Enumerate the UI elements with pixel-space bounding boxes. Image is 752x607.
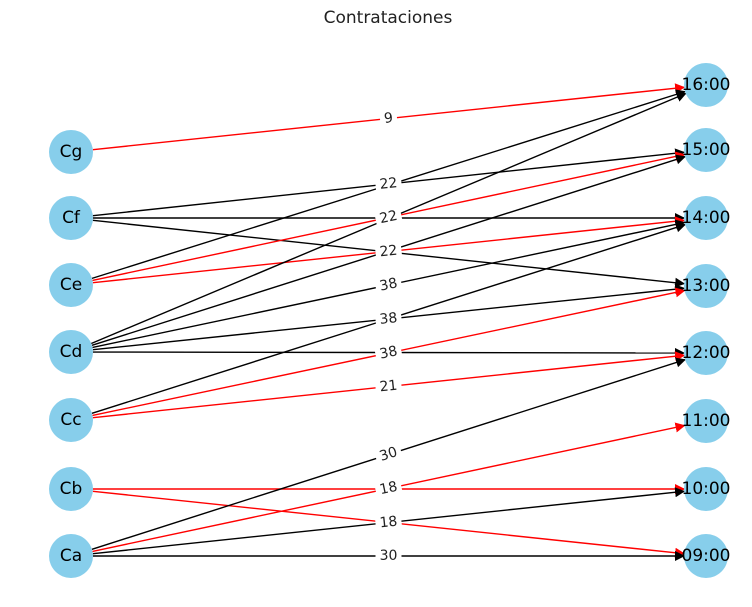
- node-circle: [684, 63, 728, 107]
- graph-title: Contrataciones: [324, 8, 453, 28]
- edge-label: 38: [373, 341, 404, 365]
- edge-label-text: 22: [379, 243, 398, 261]
- edge-labels-layer: 9 22 22 22 38 38 38 21 30 18 18 30: [373, 108, 404, 565]
- edge-label: 30: [375, 547, 402, 565]
- node-circle: [684, 534, 728, 578]
- node-16-00: 16:00: [682, 63, 731, 107]
- node-circle: [49, 534, 93, 578]
- edge-label-text: 22: [379, 175, 398, 193]
- node-label: Cc: [60, 410, 81, 430]
- edge-label-background: [374, 173, 403, 195]
- edge-label-text: 18: [378, 479, 399, 498]
- node-15-00: 15:00: [682, 128, 731, 172]
- node-cd: Cd: [49, 330, 93, 374]
- node-label: Cf: [62, 208, 81, 228]
- edge-label: 22: [374, 241, 403, 262]
- node-circle: [684, 331, 728, 375]
- node-label: 12:00: [682, 343, 731, 363]
- edge-label-background: [373, 273, 404, 297]
- node-12-00: 12:00: [682, 331, 731, 375]
- edge-label-text: 18: [379, 514, 398, 532]
- node-label: 10:00: [682, 479, 731, 499]
- edge-label-background: [373, 205, 404, 230]
- node-label: Cg: [60, 142, 83, 162]
- node-circle: [684, 467, 728, 511]
- edge-label-text: 30: [380, 548, 398, 564]
- edge-label-text: 30: [378, 444, 400, 465]
- node-label: Cd: [60, 342, 83, 362]
- edge-label-background: [373, 341, 404, 365]
- node-label: Ce: [60, 275, 82, 295]
- edge-label-text: 22: [378, 208, 399, 227]
- node-label: 13:00: [682, 276, 731, 296]
- edge-label-text: 9: [383, 110, 394, 127]
- node-circle: [49, 398, 93, 442]
- node-13-00: 13:00: [682, 264, 731, 308]
- node-circle: [49, 130, 93, 174]
- node-circle: [684, 128, 728, 172]
- edge-label: 18: [373, 476, 404, 501]
- node-label: Cb: [60, 479, 83, 499]
- node-cc: Cc: [49, 398, 93, 442]
- nodes-layer: Cg Cf Ce Cd Cc Cb Ca 16:00 15:00 14:00 13:00 12:00 1…: [49, 63, 731, 578]
- edge-label: 21: [374, 376, 403, 397]
- node-label: 16:00: [682, 75, 731, 95]
- node-label: Ca: [60, 546, 82, 566]
- edge-label: 38: [373, 273, 404, 297]
- edge-label: 18: [374, 512, 403, 533]
- node-ca: Ca: [49, 534, 93, 578]
- node-cf: Cf: [49, 196, 93, 240]
- node-circle: [684, 399, 728, 443]
- node-09-00: 09:00: [682, 534, 731, 578]
- edge-label-background: [374, 376, 403, 397]
- edge-label-text: 38: [378, 275, 399, 294]
- node-circle: [49, 467, 93, 511]
- node-label: 15:00: [682, 140, 731, 160]
- node-label: 11:00: [682, 411, 731, 431]
- edge-label-background: [375, 547, 402, 565]
- edge-label: 22: [374, 173, 403, 195]
- edge-label: 22: [373, 205, 404, 230]
- node-circle: [684, 264, 728, 308]
- node-10-00: 10:00: [682, 467, 731, 511]
- edge-label: 38: [374, 308, 403, 330]
- node-circle: [684, 196, 728, 240]
- node-label: 09:00: [682, 546, 731, 566]
- edge-label: 30: [373, 441, 404, 468]
- edge-label-text: 38: [378, 343, 399, 362]
- node-cb: Cb: [49, 467, 93, 511]
- node-circle: [49, 196, 93, 240]
- edge-label-text: 21: [379, 378, 398, 396]
- edge-label-background: [374, 308, 403, 330]
- node-14-00: 14:00: [682, 196, 731, 240]
- edge-label-background: [373, 441, 404, 468]
- node-ce: Ce: [49, 263, 93, 307]
- edge-label-background: [374, 512, 403, 533]
- edge-label-background: [373, 476, 404, 501]
- edge-label-text: 38: [379, 310, 398, 328]
- node-cg: Cg: [49, 130, 93, 174]
- edge-label: 9: [379, 108, 398, 129]
- node-circle: [49, 263, 93, 307]
- node-11-00: 11:00: [682, 399, 731, 443]
- edge-label-background: [374, 241, 403, 262]
- node-circle: [49, 330, 93, 374]
- edge-label-background: [379, 108, 398, 129]
- node-label: 14:00: [682, 208, 731, 228]
